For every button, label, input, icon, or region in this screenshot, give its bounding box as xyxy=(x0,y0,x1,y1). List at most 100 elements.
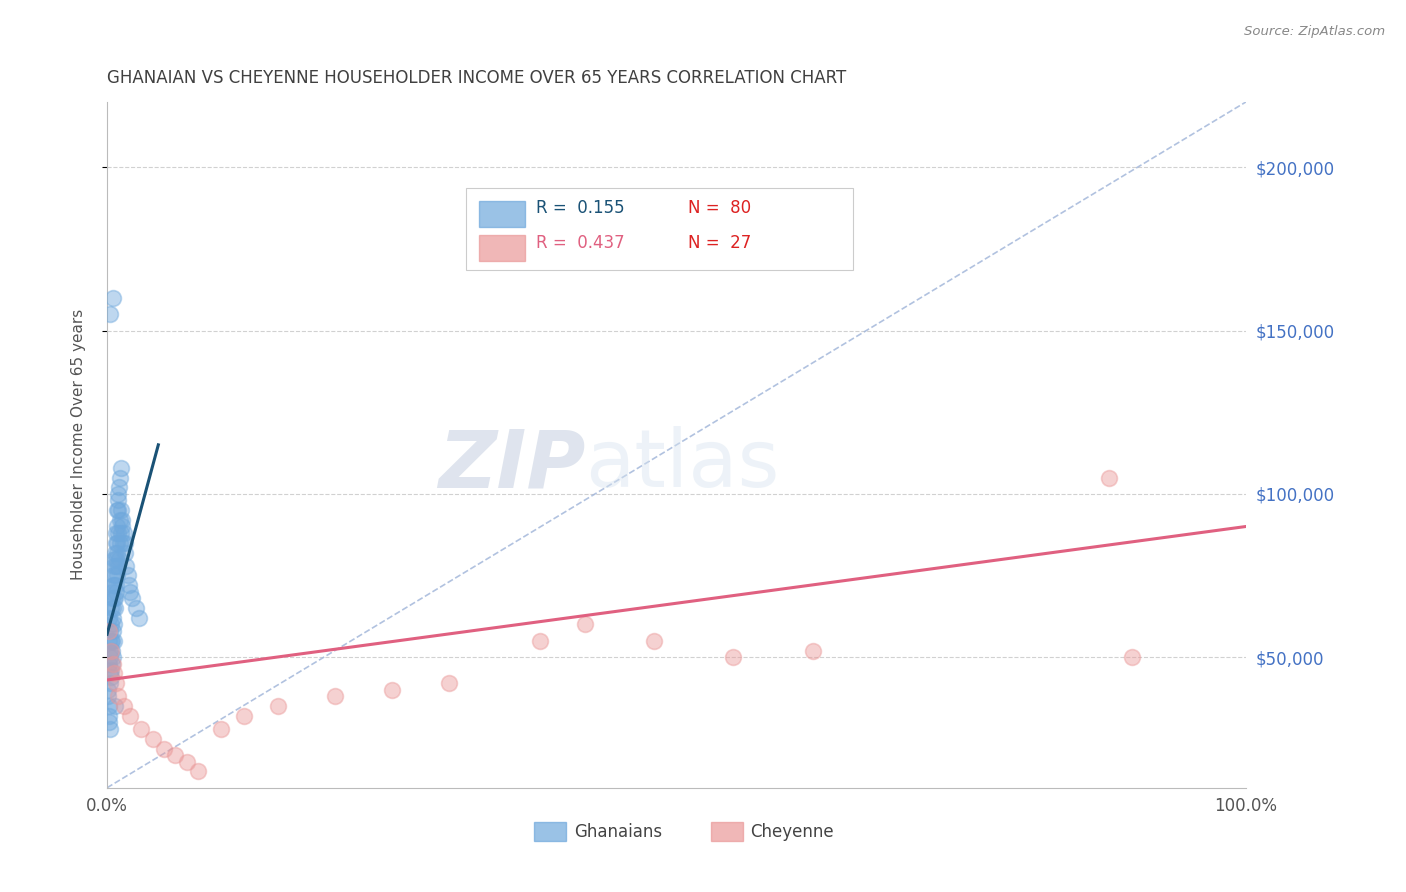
Point xyxy=(801,643,824,657)
Point xyxy=(101,650,124,665)
Point xyxy=(117,568,139,582)
Point xyxy=(103,666,125,681)
Point xyxy=(103,578,125,592)
Point xyxy=(100,584,122,599)
Point xyxy=(101,657,124,671)
Point xyxy=(103,633,125,648)
Point xyxy=(108,470,131,484)
Point xyxy=(107,503,129,517)
Text: Ghanaians: Ghanaians xyxy=(574,822,662,840)
Point xyxy=(111,513,134,527)
Point xyxy=(107,558,129,573)
Point xyxy=(104,591,127,606)
Point xyxy=(98,676,121,690)
FancyBboxPatch shape xyxy=(465,187,853,270)
Point xyxy=(105,536,128,550)
Point xyxy=(723,650,745,665)
Point xyxy=(105,503,128,517)
Point xyxy=(529,633,551,648)
Text: Cheyenne: Cheyenne xyxy=(751,822,834,840)
Bar xyxy=(710,822,742,841)
Point xyxy=(98,722,121,736)
Point xyxy=(98,633,121,648)
Point xyxy=(232,709,254,723)
Point xyxy=(97,709,120,723)
Point xyxy=(100,670,122,684)
Bar xyxy=(479,235,524,261)
Point xyxy=(100,601,122,615)
Point xyxy=(98,715,121,730)
Point xyxy=(104,584,127,599)
Point xyxy=(101,601,124,615)
Point xyxy=(110,460,132,475)
Point xyxy=(101,591,124,606)
Point xyxy=(267,699,290,714)
Bar xyxy=(479,201,524,227)
Point xyxy=(187,764,209,779)
Point xyxy=(105,568,128,582)
Point xyxy=(104,558,127,573)
Point xyxy=(110,526,132,541)
Point xyxy=(111,519,134,533)
Point xyxy=(98,666,121,681)
Point xyxy=(104,546,127,560)
Point xyxy=(104,601,127,615)
Point xyxy=(101,643,124,657)
Point xyxy=(103,611,125,625)
Point xyxy=(98,657,121,671)
Point xyxy=(107,493,129,508)
Point xyxy=(108,513,131,527)
Point xyxy=(103,591,125,606)
Point xyxy=(98,643,121,657)
Point xyxy=(381,682,404,697)
Text: R =  0.155: R = 0.155 xyxy=(537,199,626,218)
Point xyxy=(118,709,141,723)
Text: ZIP: ZIP xyxy=(439,426,585,505)
Point xyxy=(165,748,187,763)
Point xyxy=(103,558,125,573)
Point xyxy=(118,584,141,599)
Point xyxy=(100,650,122,665)
Point xyxy=(101,578,124,592)
Point xyxy=(437,676,460,690)
Point xyxy=(104,536,127,550)
Point xyxy=(110,503,132,517)
Point xyxy=(101,633,124,648)
Point xyxy=(105,519,128,533)
Point xyxy=(129,722,152,736)
Point xyxy=(100,633,122,648)
Point xyxy=(105,526,128,541)
Point xyxy=(142,731,165,746)
Text: N =  80: N = 80 xyxy=(688,199,751,218)
Point xyxy=(1098,470,1121,484)
Point xyxy=(209,722,232,736)
Point xyxy=(118,578,141,592)
Point xyxy=(100,624,122,638)
Point xyxy=(107,552,129,566)
Point xyxy=(105,552,128,566)
Point xyxy=(100,617,122,632)
Text: R =  0.437: R = 0.437 xyxy=(537,234,626,252)
Point xyxy=(107,690,129,704)
Point xyxy=(100,307,122,321)
Point xyxy=(105,546,128,560)
Y-axis label: Householder Income Over 65 years: Householder Income Over 65 years xyxy=(72,310,86,581)
Point xyxy=(97,690,120,704)
Point xyxy=(105,578,128,592)
Point xyxy=(103,552,125,566)
Point xyxy=(574,617,596,632)
Point xyxy=(97,611,120,625)
Point xyxy=(100,643,122,657)
Point xyxy=(104,699,127,714)
Point xyxy=(108,480,131,494)
Point xyxy=(107,487,129,501)
Point xyxy=(112,526,135,541)
Point xyxy=(103,568,125,582)
Point xyxy=(124,601,146,615)
Point xyxy=(1121,650,1143,665)
Point xyxy=(101,291,124,305)
Point xyxy=(121,591,143,606)
Point xyxy=(100,663,122,677)
Point xyxy=(112,699,135,714)
Text: GHANAIAN VS CHEYENNE HOUSEHOLDER INCOME OVER 65 YEARS CORRELATION CHART: GHANAIAN VS CHEYENNE HOUSEHOLDER INCOME … xyxy=(107,69,846,87)
